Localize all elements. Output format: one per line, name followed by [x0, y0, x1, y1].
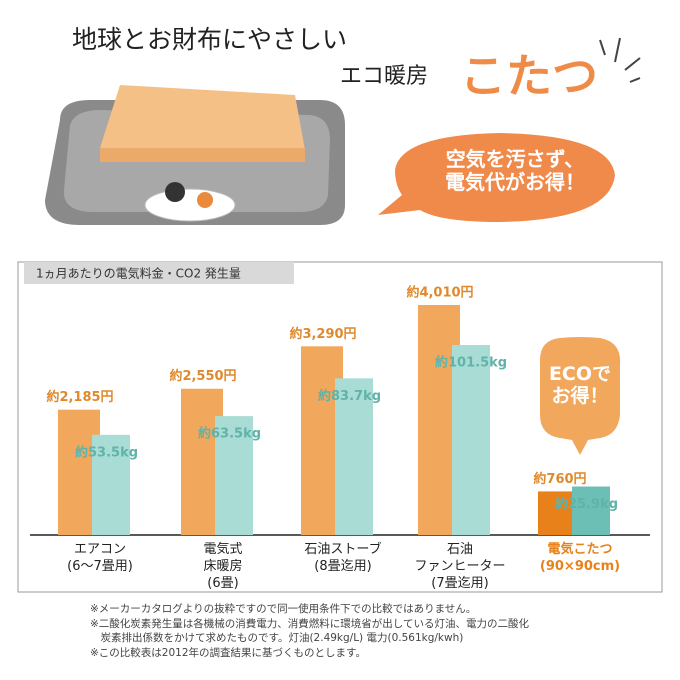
table-edge: [100, 148, 305, 162]
bar: [215, 416, 253, 535]
cat-spot: [165, 182, 185, 202]
value-label: 約101.5kg: [435, 355, 507, 371]
category-label: 電気こたつ (90×90cm): [539, 542, 621, 574]
headline: 地球とお財布にやさしい: [72, 25, 348, 54]
accent-lines: [599, 37, 641, 83]
footnote: ※二酸化炭素発生量は各機械の消費電力、消費燃料に環境省が出している灯油、電力の二…: [90, 617, 529, 645]
value-label: 約83.7kg: [318, 388, 381, 404]
value-label: 約25.9kg: [555, 496, 618, 512]
value-label: 約3,290円: [289, 326, 356, 342]
value-label: 約4,010円: [406, 285, 473, 301]
chart-frame: [17, 261, 663, 593]
cat-spot: [197, 192, 213, 208]
bar: [452, 345, 490, 535]
callout-bubble: [540, 337, 621, 455]
bar: [92, 434, 130, 535]
cat: [144, 188, 236, 222]
category-label: エアコン (6〜7畳用): [67, 542, 133, 574]
headline-2: エコ暖房: [340, 64, 429, 89]
chart-title-bg: [24, 262, 294, 284]
value-label: 約760円: [533, 471, 586, 487]
notes: ※メーカーカタログよりの抜粋ですので同一使用条件下での比較ではありません。 ※二酸…: [90, 602, 529, 661]
value-label: 約63.5kg: [198, 426, 261, 442]
value-label: 約2,550円: [169, 368, 236, 384]
bubble-text: 空気を汚さず、 電気代がお得！: [445, 147, 585, 194]
chart-title: 1ヵ月あたりの電気料金・CO2 発生量: [36, 266, 241, 281]
value-label: 約2,185円: [46, 389, 113, 405]
footnote: ※メーカーカタログよりの抜粋ですので同一使用条件下での比較ではありません。: [90, 603, 477, 615]
bar: [335, 378, 373, 535]
speech-bubble: [378, 133, 615, 222]
bar: [572, 486, 610, 535]
headline-accent: こたつ: [460, 49, 598, 103]
value-label: 約53.5kg: [75, 444, 138, 460]
category-label: 石油ストーブ (8畳迄用): [304, 542, 382, 574]
category-label: 石油 ファンヒーター (7畳迄用): [414, 542, 506, 591]
callout-text: ECOで お得！: [548, 363, 612, 407]
footnote: ※この比較表は2012年の調査結果に基づくものとします。: [90, 647, 366, 660]
category-label: 電気式 床暖房 (6畳): [203, 542, 243, 591]
table-top: [100, 85, 305, 150]
